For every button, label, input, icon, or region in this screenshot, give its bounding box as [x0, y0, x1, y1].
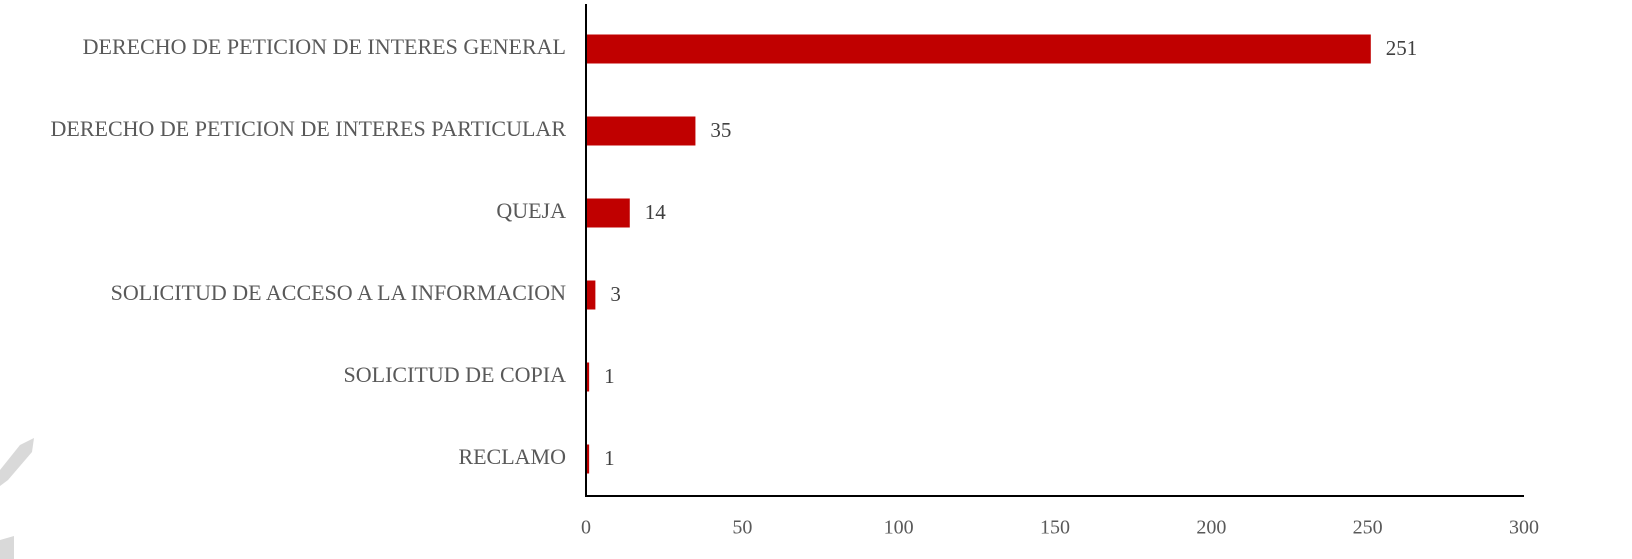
data-label-derecho-de-peticion-de-interes-general: 251: [1386, 36, 1418, 60]
category-label-queja: QUEJA: [496, 198, 566, 223]
x-tick-label-100: 100: [884, 517, 914, 539]
data-label-solicitud-de-acceso-a-la-informacion: 3: [610, 282, 621, 306]
data-labels: 251 35 14 3 1 1: [604, 36, 1417, 470]
x-tick-label-50: 50: [732, 517, 752, 539]
bar-derecho-de-peticion-de-interes-general: [586, 34, 1371, 64]
category-label-derecho-de-peticion-de-interes-particular: DERECHO DE PETICION DE INTERES PARTICULA…: [51, 116, 567, 141]
bars-group: [586, 34, 1371, 474]
x-tick-label-150: 150: [1040, 517, 1070, 539]
category-label-reclamo: RECLAMO: [458, 444, 566, 469]
x-tick-label-250: 250: [1353, 517, 1383, 539]
bar-queja: [586, 198, 630, 228]
watermark-shape: [0, 438, 34, 486]
data-label-derecho-de-peticion-de-interes-particular: 35: [710, 118, 731, 142]
watermark-shape-lower: [0, 536, 14, 559]
data-label-queja: 14: [645, 200, 667, 224]
bar-reclamo: [586, 444, 590, 474]
x-tick-label-0: 0: [581, 517, 591, 539]
bar-solicitud-de-copia: [586, 362, 590, 392]
x-tick-label-300: 300: [1509, 517, 1539, 539]
bar-solicitud-de-acceso-a-la-informacion: [586, 280, 596, 310]
data-label-solicitud-de-copia: 1: [604, 364, 615, 388]
category-label-solicitud-de-acceso-a-la-informacion: SOLICITUD DE ACCESO A LA INFORMACION: [111, 280, 566, 305]
data-label-reclamo: 1: [604, 446, 615, 470]
bar-derecho-de-peticion-de-interes-particular: [586, 116, 696, 146]
x-axis-tick-labels: 0 50 100 150 200 250 300: [581, 517, 1539, 539]
category-label-solicitud-de-copia: SOLICITUD DE COPIA: [344, 362, 567, 387]
category-labels: DERECHO DE PETICION DE INTERES GENERAL DE…: [51, 34, 567, 469]
category-label-derecho-de-peticion-de-interes-general: DERECHO DE PETICION DE INTERES GENERAL: [83, 34, 566, 59]
x-tick-label-200: 200: [1196, 517, 1226, 539]
